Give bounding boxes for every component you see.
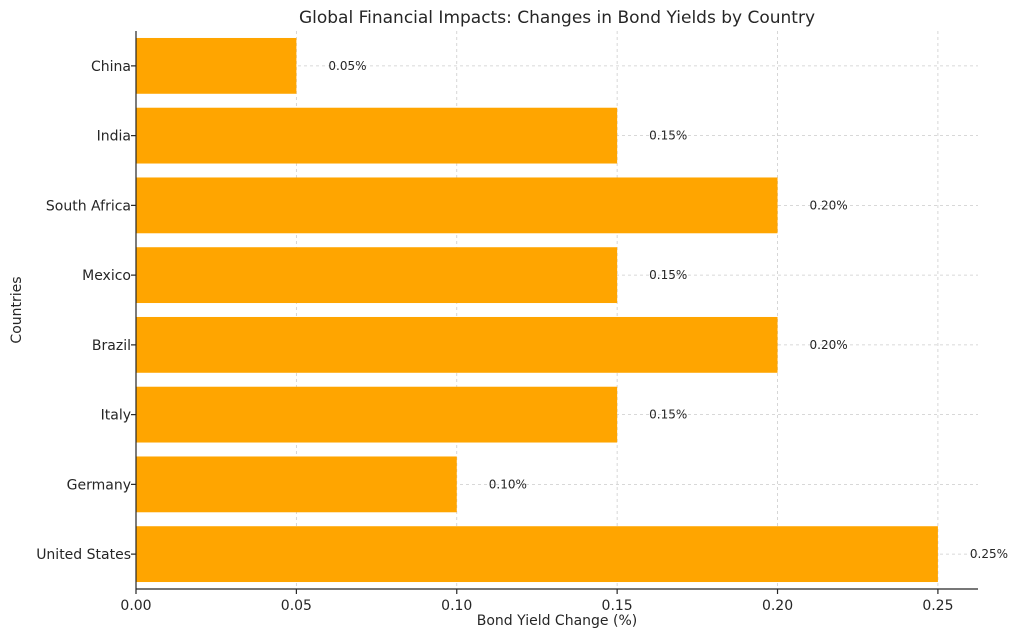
- axes: [135, 31, 978, 590]
- bar: [136, 37, 297, 94]
- x-tick-label: 0.15: [602, 598, 633, 614]
- data-label: 0.15%: [649, 129, 687, 143]
- data-label: 0.25%: [970, 547, 1008, 561]
- y-tick-label: United States: [36, 547, 131, 563]
- y-tick-labels: United States Germany Italy Brazil Mexico Sou…: [36, 59, 136, 563]
- x-tick-label: 0.20: [762, 598, 793, 614]
- bar: [136, 247, 618, 304]
- x-tick-label: 0.05: [281, 598, 312, 614]
- bar: [136, 316, 778, 373]
- data-label: 0.05%: [328, 59, 366, 73]
- y-tick-label: China: [91, 59, 131, 75]
- data-label: 0.15%: [649, 268, 687, 282]
- bars: [136, 37, 938, 583]
- chart-title: Global Financial Impacts: Changes in Bon…: [299, 8, 815, 28]
- y-tick-label: Brazil: [92, 338, 131, 354]
- x-tick-label: 0.10: [441, 598, 472, 614]
- y-tick-label: India: [97, 129, 131, 145]
- bar: [136, 177, 778, 234]
- x-tick-labels: 0.00 0.05 0.10 0.15 0.20 0.25: [120, 589, 953, 614]
- y-tick-label: South Africa: [46, 198, 131, 214]
- data-label: 0.15%: [649, 408, 687, 422]
- x-axis-label: Bond Yield Change (%): [477, 613, 637, 629]
- x-tick-label: 0.25: [922, 598, 953, 614]
- data-label: 0.10%: [489, 477, 527, 491]
- y-axis-label: Countries: [9, 276, 25, 343]
- bar: [136, 526, 938, 583]
- y-tick-label: Italy: [101, 408, 131, 424]
- y-tick-label: Germany: [67, 477, 131, 493]
- value-labels: 0.25% 0.10% 0.15% 0.20% 0.15% 0.20% 0.15% 0.05%: [328, 59, 1008, 561]
- data-label: 0.20%: [810, 338, 848, 352]
- bar: [136, 107, 618, 164]
- x-tick-label: 0.00: [120, 598, 151, 614]
- y-tick-label: Mexico: [82, 268, 131, 284]
- data-label: 0.20%: [810, 198, 848, 212]
- bar: [136, 386, 618, 443]
- bar: [136, 456, 457, 513]
